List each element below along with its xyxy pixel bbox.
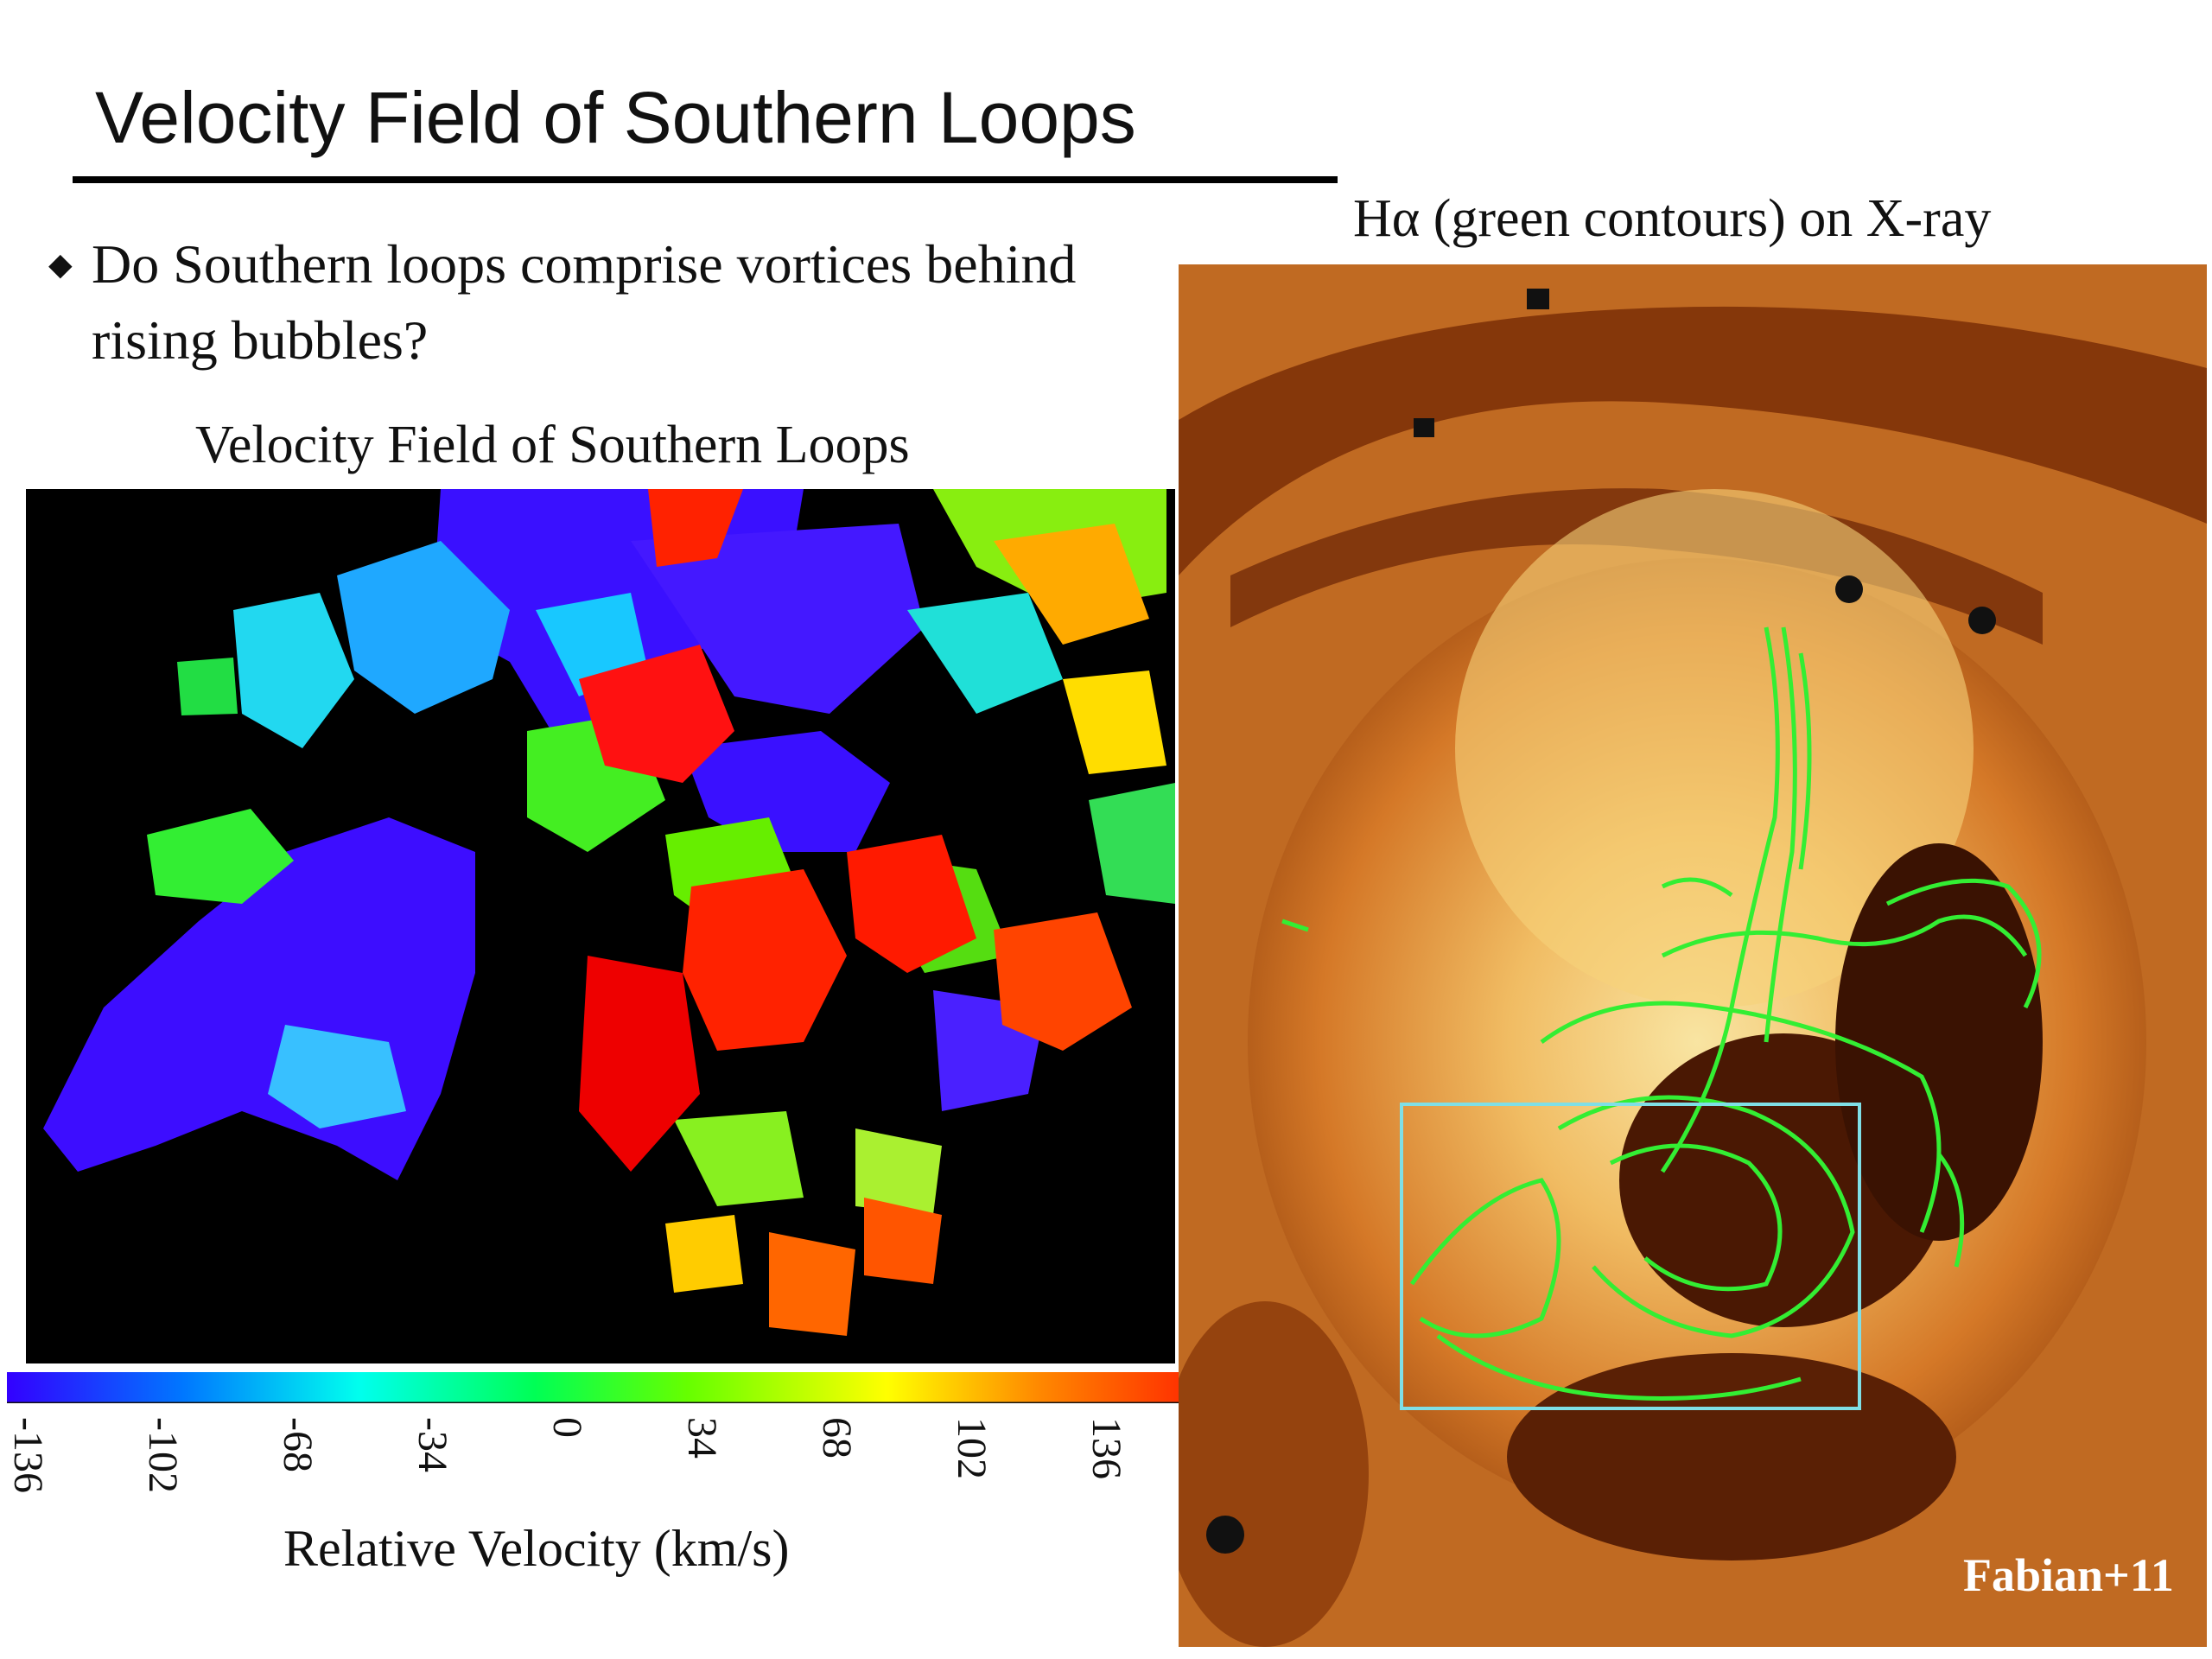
colorbar-tick: 34 [679,1417,752,1512]
image-credit: Fabian+11 [1963,1549,2174,1601]
slide-title: Velocity Field of Southern Loops [95,77,1136,158]
colorbar-label: Relative Velocity (km/s) [283,1520,790,1577]
title-rule [73,176,1338,183]
colorbar-tick: 68 [814,1417,887,1512]
colorbar-tick: 0 [544,1417,617,1512]
colorbar-tick-label: -136 [5,1417,51,1493]
halpha-contours [1281,626,2042,1401]
xray-image-caption: Hα (green contours) on X-ray [1353,189,1992,248]
colorbar-tick-label: 34 [679,1417,725,1459]
bullet-text: Do Southern loops comprise vortices behi… [92,233,1077,371]
colorbar-tick-label: 136 [1084,1417,1129,1479]
velocity-colorbar [7,1372,1180,1403]
colorbar-tick-label: -68 [275,1417,321,1472]
velocity-field-map [26,489,1175,1363]
velocity-map-regions [43,489,1175,1336]
colorbar-tick: -68 [275,1417,347,1512]
xray-halpha-image [1179,264,2207,1647]
bullet-diamond-icon: ◆ [48,247,73,282]
colorbar-tick-label: 68 [814,1417,860,1459]
colorbar-tick-label: 102 [949,1417,995,1479]
colorbar-tick-label: -102 [140,1417,186,1493]
colorbar-tick-label: -34 [410,1417,455,1472]
velocity-map-caption: Velocity Field of Southern Loops [195,416,910,474]
colorbar-tick: 136 [1084,1417,1156,1512]
colorbar-tick-label: 0 [544,1417,590,1438]
colorbar-tick: -102 [140,1417,213,1512]
colorbar-tick: 102 [949,1417,1021,1512]
colorbar-tick: -136 [5,1417,78,1512]
colorbar-tick: -34 [410,1417,482,1512]
